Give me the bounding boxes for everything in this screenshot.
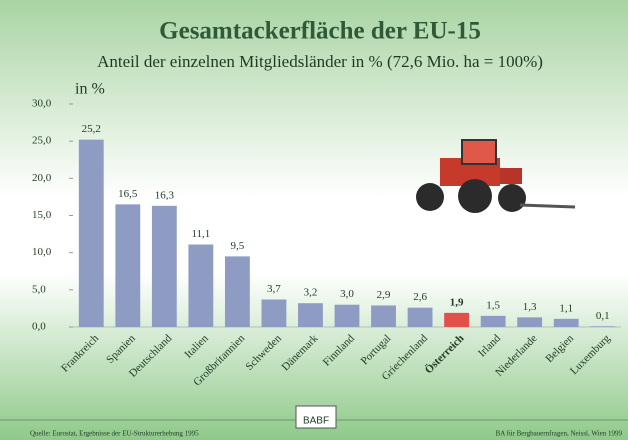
value-label: 11,1 bbox=[191, 228, 210, 240]
value-label: 1,9 bbox=[450, 296, 464, 308]
bar bbox=[261, 299, 287, 327]
chart-subtitle: Anteil der einzelnen Mitgliedsländer in … bbox=[97, 52, 543, 71]
y-tick-label: 10,0 bbox=[32, 246, 52, 258]
value-label: 1,1 bbox=[559, 302, 573, 314]
bar bbox=[115, 204, 141, 327]
bar bbox=[78, 139, 104, 327]
y-tick-label: 0,0 bbox=[32, 321, 46, 333]
value-label: 3,0 bbox=[340, 288, 354, 300]
credit: BA für Bergbauernfragen, Neissl, Wien 19… bbox=[496, 430, 623, 438]
y-tick-label: 25,0 bbox=[32, 135, 52, 147]
value-label: 2,6 bbox=[413, 291, 427, 303]
y-tick-label: 5,0 bbox=[32, 283, 46, 295]
bar bbox=[407, 307, 433, 327]
value-label: 0,1 bbox=[596, 310, 610, 322]
y-tick-label: 20,0 bbox=[32, 172, 52, 184]
bar bbox=[371, 305, 396, 327]
bar bbox=[224, 256, 250, 327]
logo-box bbox=[295, 405, 337, 429]
bar bbox=[188, 244, 214, 327]
value-label: 2,9 bbox=[377, 289, 391, 301]
bar bbox=[444, 312, 470, 327]
y-tick-label: 30,0 bbox=[32, 98, 52, 110]
bar bbox=[151, 205, 177, 327]
value-label: 3,2 bbox=[304, 287, 318, 299]
logo: BABF bbox=[303, 416, 329, 427]
source: Quelle: Eurostat, Ergebnisse der EU-Stru… bbox=[30, 430, 199, 438]
value-label: 1,3 bbox=[523, 301, 537, 313]
bar bbox=[590, 326, 616, 327]
bar bbox=[334, 304, 360, 327]
value-label: 16,5 bbox=[118, 188, 138, 200]
bar bbox=[517, 317, 543, 327]
value-label: 3,7 bbox=[267, 283, 281, 295]
tractor bbox=[416, 139, 576, 213]
bar bbox=[553, 318, 579, 327]
chart-title: Gesamtackerfläche der EU-15 bbox=[159, 18, 481, 45]
value-label: 9,5 bbox=[231, 240, 245, 252]
value-label: 25,2 bbox=[82, 123, 101, 135]
bar bbox=[480, 315, 506, 327]
y-tick-label: 15,0 bbox=[32, 209, 52, 221]
bar bbox=[298, 303, 323, 327]
value-label: 16,3 bbox=[155, 189, 175, 201]
value-label: 1,5 bbox=[486, 299, 500, 311]
y-axis-label: in % bbox=[75, 81, 105, 98]
